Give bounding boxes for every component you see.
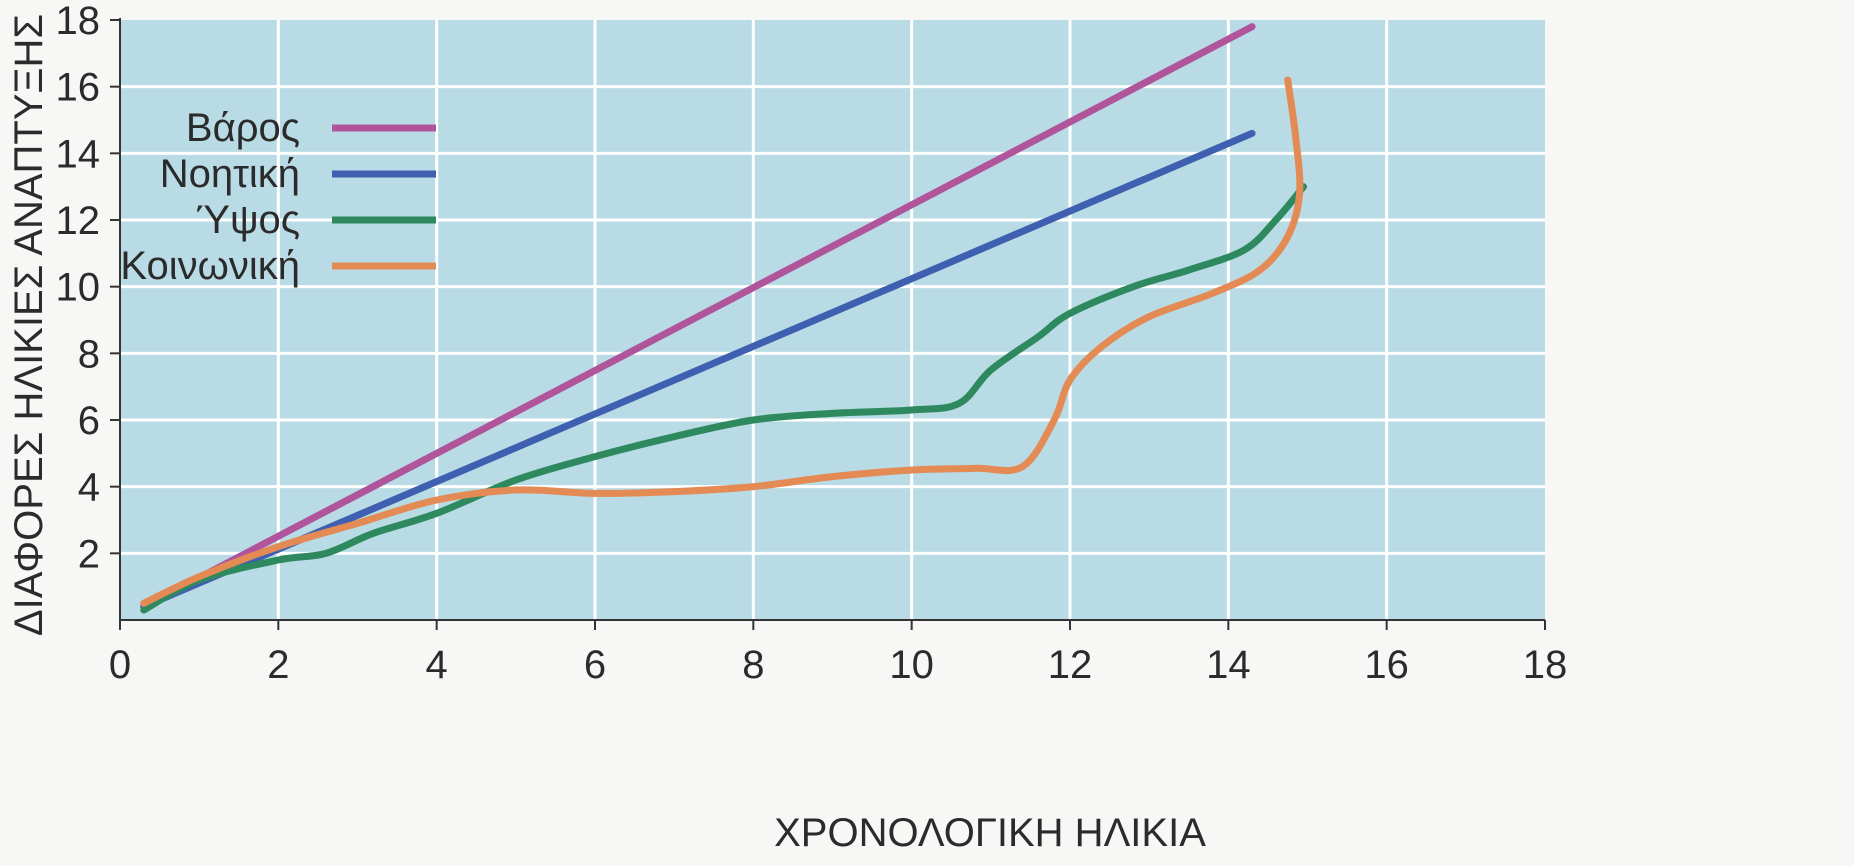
x-tick-label: 12 xyxy=(1048,643,1093,687)
tick-labels: 0 2 4 6 8 10 12 14 16 18 2 4 6 8 10 12 14 16 18 xyxy=(56,0,1568,687)
y-tick-label: 16 xyxy=(56,66,101,110)
grid xyxy=(120,20,1545,620)
series-lines xyxy=(140,23,1308,614)
series-line-3 xyxy=(140,183,1308,614)
x-tick-label: 4 xyxy=(426,643,448,687)
y-tick-label: 14 xyxy=(56,132,101,176)
x-tick-label: 6 xyxy=(584,643,606,687)
x-tick-label: 16 xyxy=(1364,643,1409,687)
y-tick-label: 2 xyxy=(78,532,100,576)
legend-label-2: Νοητική xyxy=(160,152,300,196)
legend-label-1: Βάρος xyxy=(186,106,300,150)
y-axis-title: ΔΙΑΦΟΡΕΣ ΗΛΙΚΙΕΣ ΑΝΑΠΤΥΞΗΣ xyxy=(7,14,51,636)
x-tick-label: 0 xyxy=(109,643,131,687)
x-axis-title: ΧΡΟΝΟΛΟΓΙΚΗ ΗΛΙΚΙΑ xyxy=(774,811,1206,855)
series-line-1 xyxy=(140,23,1256,611)
series-line-2 xyxy=(140,129,1256,611)
x-tick-label: 10 xyxy=(889,643,934,687)
legend-label-4: Κοινωνική xyxy=(120,244,300,288)
y-tick-label: 8 xyxy=(78,332,100,376)
y-tick-label: 4 xyxy=(78,466,100,510)
x-tick-label: 2 xyxy=(267,643,289,687)
x-tick-label: 14 xyxy=(1206,643,1251,687)
x-tick-label: 8 xyxy=(742,643,764,687)
series-line-4 xyxy=(140,76,1304,607)
x-tick-label: 18 xyxy=(1523,643,1568,687)
y-tick-label: 10 xyxy=(56,266,101,310)
axes xyxy=(110,18,1546,630)
y-tick-label: 18 xyxy=(56,0,101,43)
legend-label-3: Ύψος xyxy=(196,198,300,242)
y-tick-label: 6 xyxy=(78,399,100,443)
y-tick-label: 12 xyxy=(56,199,101,243)
